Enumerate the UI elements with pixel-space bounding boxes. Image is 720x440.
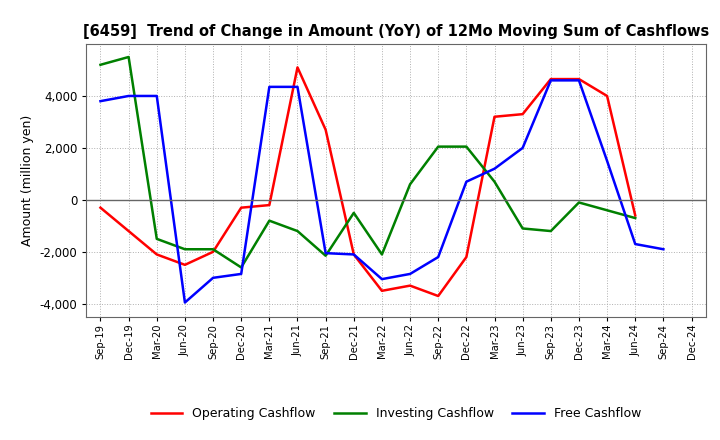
Investing Cashflow xyxy=(434,144,443,149)
Investing Cashflow xyxy=(293,228,302,234)
Free Cashflow xyxy=(237,271,246,277)
Free Cashflow xyxy=(96,99,105,104)
Line: Operating Cashflow: Operating Cashflow xyxy=(101,67,635,296)
Investing Cashflow xyxy=(377,252,386,257)
Y-axis label: Amount (million yen): Amount (million yen) xyxy=(21,115,34,246)
Operating Cashflow xyxy=(603,93,611,99)
Operating Cashflow xyxy=(490,114,499,119)
Operating Cashflow xyxy=(546,77,555,82)
Investing Cashflow xyxy=(518,226,527,231)
Investing Cashflow xyxy=(321,253,330,258)
Investing Cashflow xyxy=(209,246,217,252)
Operating Cashflow xyxy=(321,127,330,132)
Free Cashflow xyxy=(659,246,667,252)
Investing Cashflow xyxy=(462,144,471,149)
Operating Cashflow xyxy=(575,77,583,82)
Investing Cashflow xyxy=(603,208,611,213)
Line: Free Cashflow: Free Cashflow xyxy=(101,81,663,303)
Investing Cashflow xyxy=(181,246,189,252)
Free Cashflow xyxy=(603,158,611,164)
Free Cashflow xyxy=(518,145,527,150)
Free Cashflow xyxy=(125,93,133,99)
Investing Cashflow xyxy=(153,236,161,242)
Free Cashflow xyxy=(462,179,471,184)
Investing Cashflow xyxy=(237,265,246,270)
Operating Cashflow xyxy=(237,205,246,210)
Investing Cashflow xyxy=(125,55,133,60)
Free Cashflow xyxy=(575,78,583,83)
Free Cashflow xyxy=(293,84,302,89)
Operating Cashflow xyxy=(96,205,105,210)
Investing Cashflow xyxy=(406,182,415,187)
Investing Cashflow xyxy=(546,228,555,234)
Operating Cashflow xyxy=(631,213,639,218)
Free Cashflow xyxy=(349,252,358,257)
Free Cashflow xyxy=(181,300,189,305)
Free Cashflow xyxy=(490,166,499,171)
Investing Cashflow xyxy=(349,210,358,216)
Legend: Operating Cashflow, Investing Cashflow, Free Cashflow: Operating Cashflow, Investing Cashflow, … xyxy=(146,402,646,425)
Free Cashflow xyxy=(377,276,386,282)
Operating Cashflow xyxy=(181,262,189,268)
Investing Cashflow xyxy=(490,179,499,184)
Operating Cashflow xyxy=(518,111,527,117)
Free Cashflow xyxy=(631,242,639,247)
Title: [6459]  Trend of Change in Amount (YoY) of 12Mo Moving Sum of Cashflows: [6459] Trend of Change in Amount (YoY) o… xyxy=(83,24,709,39)
Operating Cashflow xyxy=(434,293,443,299)
Free Cashflow xyxy=(546,78,555,83)
Investing Cashflow xyxy=(265,218,274,224)
Operating Cashflow xyxy=(209,249,217,254)
Operating Cashflow xyxy=(462,254,471,260)
Free Cashflow xyxy=(406,271,415,277)
Free Cashflow xyxy=(153,93,161,99)
Investing Cashflow xyxy=(631,216,639,221)
Free Cashflow xyxy=(434,254,443,260)
Free Cashflow xyxy=(209,275,217,280)
Free Cashflow xyxy=(321,250,330,256)
Investing Cashflow xyxy=(96,62,105,67)
Investing Cashflow xyxy=(575,200,583,205)
Line: Investing Cashflow: Investing Cashflow xyxy=(101,57,635,268)
Operating Cashflow xyxy=(377,288,386,293)
Operating Cashflow xyxy=(125,228,133,234)
Operating Cashflow xyxy=(265,202,274,208)
Operating Cashflow xyxy=(406,283,415,288)
Operating Cashflow xyxy=(153,252,161,257)
Operating Cashflow xyxy=(349,252,358,257)
Operating Cashflow xyxy=(293,65,302,70)
Free Cashflow xyxy=(265,84,274,89)
